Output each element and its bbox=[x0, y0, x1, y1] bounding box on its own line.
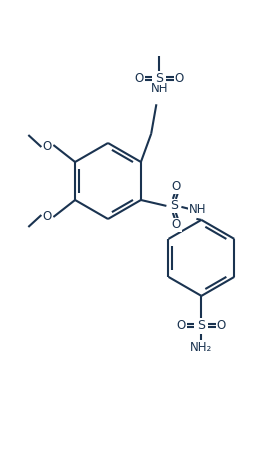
Text: S: S bbox=[155, 72, 163, 85]
Text: O: O bbox=[135, 72, 144, 85]
Text: O: O bbox=[43, 209, 52, 222]
Text: O: O bbox=[175, 72, 184, 85]
Text: O: O bbox=[43, 140, 52, 153]
Text: NH: NH bbox=[151, 82, 168, 95]
Text: NH: NH bbox=[189, 203, 206, 217]
Text: S: S bbox=[170, 199, 178, 212]
Text: NH₂: NH₂ bbox=[190, 342, 213, 354]
Text: O: O bbox=[177, 319, 186, 333]
Text: O: O bbox=[217, 319, 226, 333]
Text: O: O bbox=[172, 180, 181, 193]
Text: O: O bbox=[172, 218, 181, 231]
Text: S: S bbox=[197, 319, 205, 333]
